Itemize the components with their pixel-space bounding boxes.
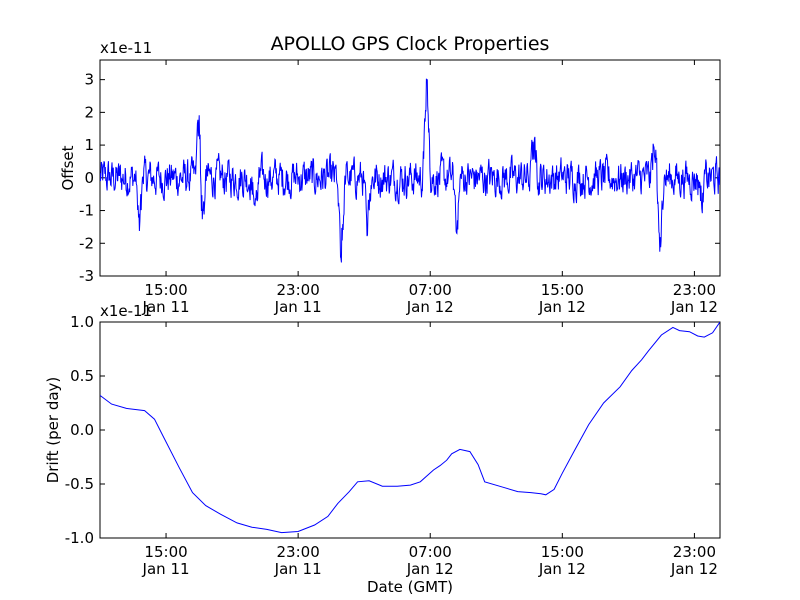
drift-series <box>100 322 720 534</box>
drift-y-ticks: 1.0 0.5 0.0 -0.5 -1.0 <box>65 313 720 547</box>
drift-x-tick-time: 15:00 <box>541 543 584 561</box>
drift-x-tick-time: 23:00 <box>277 543 320 561</box>
offset-y-ticks: 3 2 1 0 -1 -2 -3 <box>79 71 720 285</box>
drift-y-tick-label: -1.0 <box>65 529 94 547</box>
drift-x-tick-time: 23:00 <box>673 543 716 561</box>
drift-x-tick-date: Jan 11 <box>142 560 190 578</box>
offset-y-tick-label: 3 <box>84 71 94 89</box>
offset-y-label: Offset <box>59 145 77 190</box>
drift-y-tick-label: 0.5 <box>70 367 94 385</box>
offset-x-tick-time: 23:00 <box>277 281 320 299</box>
drift-y-tick-label: -0.5 <box>65 475 94 493</box>
drift-x-tick-time: 07:00 <box>409 543 452 561</box>
offset-scale-label: x1e-11 <box>100 39 152 57</box>
drift-x-tick-date: Jan 11 <box>274 560 322 578</box>
offset-y-tick-label: 0 <box>84 169 94 187</box>
offset-x-tick-date: Jan 12 <box>538 298 586 316</box>
drift-scale-label: x1e-11 <box>100 302 152 320</box>
drift-y-label: Drift (per day) <box>44 377 62 484</box>
offset-panel: APOLLO GPS Clock Properties x1e-11 3 2 1 0 -… <box>59 33 721 316</box>
offset-series <box>100 78 720 263</box>
offset-x-tick-date: Jan 12 <box>670 298 718 316</box>
offset-y-tick-label: 1 <box>84 136 94 154</box>
drift-x-tick-time: 15:00 <box>144 543 187 561</box>
offset-x-tick-date: Jan 11 <box>142 298 190 316</box>
offset-x-tick-time: 15:00 <box>144 281 187 299</box>
offset-y-tick-label: 2 <box>84 103 94 121</box>
drift-x-label: Date (GMT) <box>367 578 453 596</box>
offset-y-tick-label: -2 <box>79 234 94 252</box>
offset-x-tick-date: Jan 12 <box>406 298 454 316</box>
offset-x-tick-time: 23:00 <box>673 281 716 299</box>
offset-x-tick-date: Jan 11 <box>274 298 322 316</box>
drift-y-tick-label: 0.0 <box>70 421 94 439</box>
chart-title: APOLLO GPS Clock Properties <box>271 33 550 55</box>
drift-y-tick-label: 1.0 <box>70 313 94 331</box>
drift-line <box>100 322 720 534</box>
offset-y-tick-label: -1 <box>79 202 94 220</box>
offset-x-tick-time: 15:00 <box>541 281 584 299</box>
drift-axes-frame <box>99 321 721 539</box>
offset-line <box>100 78 720 263</box>
offset-y-tick-label: -3 <box>79 267 94 285</box>
drift-x-tick-date: Jan 12 <box>406 560 454 578</box>
drift-x-tick-date: Jan 12 <box>670 560 718 578</box>
offset-x-tick-time: 07:00 <box>409 281 452 299</box>
drift-x-tick-date: Jan 12 <box>538 560 586 578</box>
offset-axes-frame <box>99 59 721 277</box>
